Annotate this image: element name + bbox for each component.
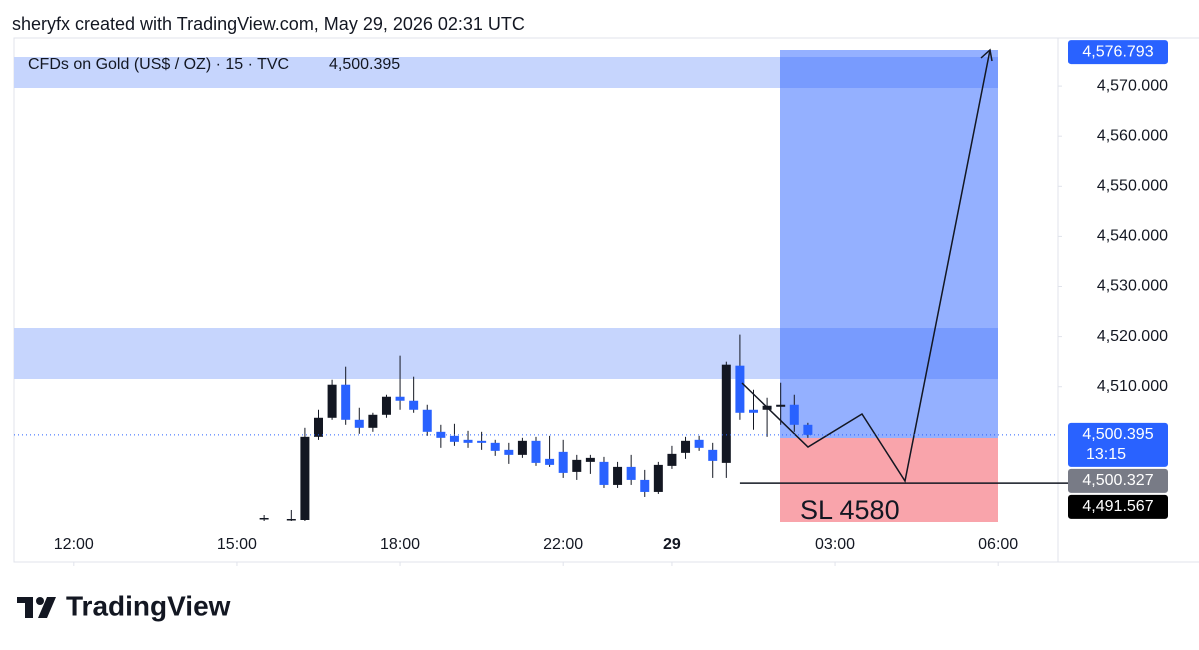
- candle-body: [436, 431, 446, 438]
- candle-body: [327, 384, 337, 418]
- x-tick-label: 12:00: [54, 536, 94, 553]
- candle-body: [259, 517, 269, 520]
- brand-logo: [17, 597, 56, 618]
- candle-body: [314, 417, 323, 437]
- candle-body: [572, 459, 582, 472]
- candle-body: [368, 414, 378, 428]
- x-tick-label: 22:00: [543, 536, 583, 553]
- candle-body: [545, 458, 555, 465]
- candle-body: [708, 449, 718, 461]
- candle-body: [667, 453, 677, 466]
- price-label: 4,500.327: [1082, 472, 1153, 489]
- y-tick-label: 4,540.000: [1097, 228, 1168, 245]
- price-label: 4,500.395: [1082, 426, 1153, 443]
- annotation: SL 4580: [800, 495, 900, 525]
- candle-body: [395, 396, 405, 401]
- candle-body: [721, 364, 731, 463]
- price-countdown: 13:15: [1086, 446, 1126, 463]
- candle-body: [694, 439, 704, 448]
- y-tick-label: 4,510.000: [1097, 378, 1168, 395]
- y-tick-label: 4,530.000: [1097, 278, 1168, 295]
- price-label: 4,576.793: [1082, 43, 1153, 60]
- candle-body: [613, 466, 623, 485]
- projection-path: [741, 49, 991, 483]
- price-label: 4,491.567: [1082, 498, 1153, 515]
- candle-body: [776, 404, 786, 407]
- candle-body: [354, 419, 364, 428]
- candle-body: [517, 440, 527, 455]
- candle-body: [490, 442, 500, 451]
- price-label-box: [1068, 468, 1168, 493]
- candle-body: [409, 400, 419, 410]
- candle-body: [585, 457, 595, 462]
- header-text: sheryfx created with TradingView.com, Ma…: [12, 14, 525, 34]
- candle-body: [735, 365, 745, 413]
- candle-body: [300, 436, 310, 520]
- logo-shape: [38, 597, 56, 618]
- candle-body: [558, 451, 568, 473]
- candle-body: [286, 518, 296, 521]
- price-label-box: [1068, 422, 1168, 467]
- candle-body: [789, 404, 799, 425]
- y-tick-label: 4,550.000: [1097, 178, 1168, 195]
- candle-body: [640, 479, 650, 492]
- y-tick-label: 4,520.000: [1097, 328, 1168, 345]
- candle-body: [341, 384, 351, 420]
- legend-price: 4,500.395: [329, 56, 400, 73]
- candle-body: [381, 396, 391, 415]
- x-tick-label: 03:00: [815, 536, 855, 553]
- candle-body: [463, 439, 473, 443]
- x-tick-label: 15:00: [217, 536, 257, 553]
- arrow-head: [980, 48, 993, 62]
- plot: [259, 334, 813, 521]
- logo-shape: [36, 597, 44, 605]
- candle-body: [531, 440, 541, 463]
- price-label-box: [1068, 40, 1168, 65]
- candle-body: [626, 466, 636, 480]
- candle-body: [803, 424, 813, 435]
- candle-body: [599, 461, 609, 485]
- y-tick-label: 4,560.000: [1097, 127, 1168, 144]
- candle-body: [681, 440, 691, 453]
- brand-name: TradingView: [66, 590, 231, 621]
- y-tick-label: 4,570.000: [1097, 77, 1168, 94]
- candle-body: [422, 409, 432, 432]
- x-tick-label: 18:00: [380, 536, 420, 553]
- candle-body: [653, 464, 663, 492]
- chart-frame: [13, 37, 1059, 563]
- legend-title: CFDs on Gold (US$ / OZ) · 15 · TVC: [28, 56, 289, 73]
- stop-area: [780, 438, 998, 522]
- price-label-box: [1068, 494, 1168, 519]
- logo-shape: [25, 597, 33, 618]
- target-area: [780, 50, 998, 438]
- x-tick-label: 06:00: [978, 536, 1018, 553]
- candle-body: [477, 440, 487, 443]
- candle-body: [749, 409, 758, 413]
- candle-body: [449, 435, 459, 442]
- candle-body: [504, 449, 514, 455]
- x-tick-label: 29: [663, 536, 681, 553]
